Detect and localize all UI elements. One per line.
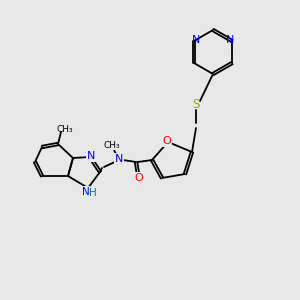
Text: N: N — [82, 187, 90, 197]
Text: N: N — [87, 151, 95, 161]
Text: CH₃: CH₃ — [57, 124, 73, 134]
Text: O: O — [135, 173, 143, 183]
Text: N: N — [226, 35, 234, 45]
Text: N: N — [115, 154, 123, 164]
Text: CH₃: CH₃ — [104, 140, 120, 149]
Text: N: N — [192, 35, 200, 45]
Text: S: S — [192, 98, 200, 112]
Text: O: O — [163, 136, 171, 146]
Text: H: H — [89, 188, 97, 198]
